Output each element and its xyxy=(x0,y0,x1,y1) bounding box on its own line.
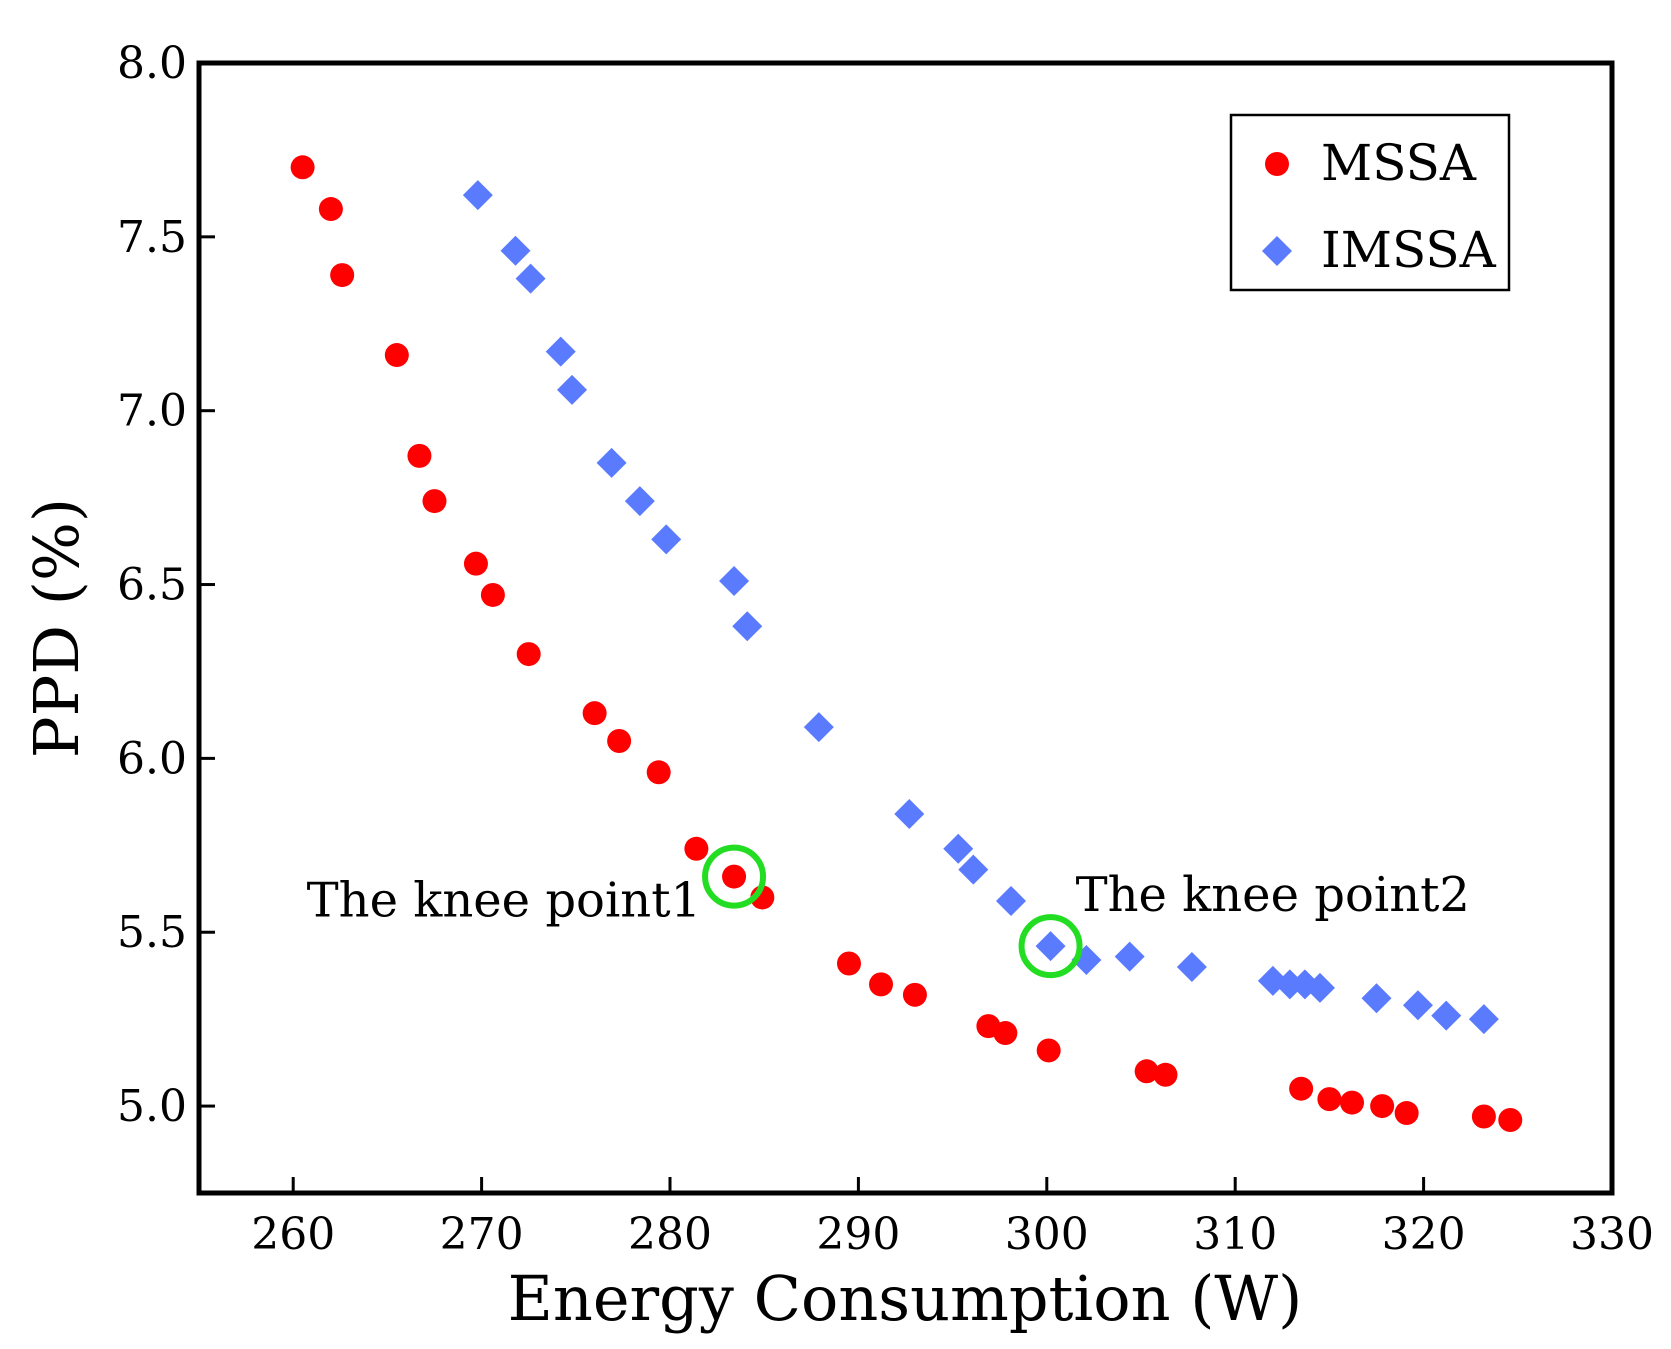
mssa-point xyxy=(646,760,671,785)
mssa-point xyxy=(384,343,409,368)
mssa-point xyxy=(1340,1090,1365,1115)
mssa-point xyxy=(422,489,447,514)
imssa-point xyxy=(1274,969,1305,1000)
mssa-point xyxy=(1498,1107,1523,1132)
knee-point-1-circle xyxy=(702,844,767,909)
x-tick-label: 270 xyxy=(440,1209,524,1260)
mssa-point xyxy=(463,551,488,576)
data-marks xyxy=(290,155,1523,1132)
imssa-point xyxy=(958,854,989,885)
imssa-point xyxy=(596,447,627,478)
mssa-point xyxy=(318,197,343,222)
mssa-point xyxy=(869,972,894,997)
y-tick-label: 5.0 xyxy=(117,1081,187,1132)
imssa-point xyxy=(1176,952,1207,982)
imssa-point xyxy=(557,374,588,405)
y-tick-label: 5.5 xyxy=(117,907,187,958)
y-tick-label: 7.5 xyxy=(117,212,187,263)
imssa-point xyxy=(1402,990,1433,1021)
mssa-point xyxy=(407,443,432,468)
mssa-point xyxy=(1370,1094,1395,1119)
imssa-point xyxy=(803,712,834,743)
imssa-point xyxy=(1361,983,1392,1014)
mssa-point xyxy=(1036,1038,1061,1063)
mssa-point xyxy=(607,729,632,753)
mssa-point xyxy=(993,1021,1018,1046)
mssa-point xyxy=(1317,1087,1342,1112)
legend-imssa-label: IMSSA xyxy=(1321,221,1497,279)
knee-point-1-label: The knee point1 xyxy=(307,873,701,929)
plot-frame xyxy=(196,60,1615,1196)
imssa-point xyxy=(1304,972,1335,1003)
imssa-point xyxy=(515,263,546,294)
mssa-point xyxy=(330,263,355,288)
legend: MSSA IMSSA xyxy=(1229,113,1511,292)
imssa-point xyxy=(996,885,1027,916)
mssa-point xyxy=(1289,1076,1314,1101)
imssa-point xyxy=(943,833,974,864)
x-tick-label: 330 xyxy=(1570,1209,1654,1260)
mssa-point xyxy=(722,864,747,889)
mssa-point xyxy=(480,582,505,607)
legend-imssa-marker xyxy=(1262,236,1292,266)
imssa-point xyxy=(1114,941,1145,972)
y-tick-label: 6.5 xyxy=(117,560,187,611)
imssa-point xyxy=(732,611,763,642)
y-axis: 5.0 5.5 6.0 6.5 7.0 7.5 8.0 xyxy=(117,38,215,1132)
mssa-point xyxy=(1153,1062,1178,1087)
mssa-point xyxy=(902,982,927,1007)
mssa-point xyxy=(1134,1059,1159,1084)
x-axis-title: Energy Consumption (W) xyxy=(508,1262,1303,1335)
y-tick-label: 8.0 xyxy=(117,38,187,89)
annotations: The knee point1 The knee point2 xyxy=(307,844,1470,979)
x-tick-label: 320 xyxy=(1382,1209,1466,1260)
x-tick-label: 290 xyxy=(816,1209,900,1260)
legend-mssa-label: MSSA xyxy=(1321,134,1477,192)
imssa-point xyxy=(1035,931,1066,962)
imssa-point xyxy=(894,799,925,830)
y-tick-label: 7.0 xyxy=(117,386,187,437)
mssa-point xyxy=(1394,1101,1419,1126)
mssa-point xyxy=(684,836,709,861)
mssa-point xyxy=(836,951,861,976)
imssa-point xyxy=(1431,1000,1462,1031)
mssa-point xyxy=(516,642,541,667)
mssa-point xyxy=(582,701,607,726)
imssa-point xyxy=(1468,1004,1499,1035)
mssa-point xyxy=(1471,1104,1496,1129)
legend-mssa-marker xyxy=(1265,152,1289,176)
y-tick-label: 6.0 xyxy=(117,733,187,784)
imssa-point xyxy=(545,336,576,367)
y-axis-title: PPD (%) xyxy=(20,498,93,758)
x-tick-label: 310 xyxy=(1193,1209,1277,1260)
imssa-point xyxy=(719,566,750,597)
knee-point-2-label: The knee point2 xyxy=(1076,867,1470,923)
x-tick-label: 300 xyxy=(1005,1209,1089,1260)
imssa-point xyxy=(462,180,493,211)
x-axis: 260 270 280 290 300 310 320 330 xyxy=(251,1177,1654,1260)
x-tick-label: 260 xyxy=(251,1209,335,1260)
imssa-point xyxy=(651,524,682,555)
mssa-point xyxy=(290,155,315,180)
x-tick-label: 280 xyxy=(628,1209,712,1260)
knee-point-2-circle xyxy=(1018,914,1083,979)
imssa-point xyxy=(500,235,531,266)
imssa-point xyxy=(624,486,655,517)
